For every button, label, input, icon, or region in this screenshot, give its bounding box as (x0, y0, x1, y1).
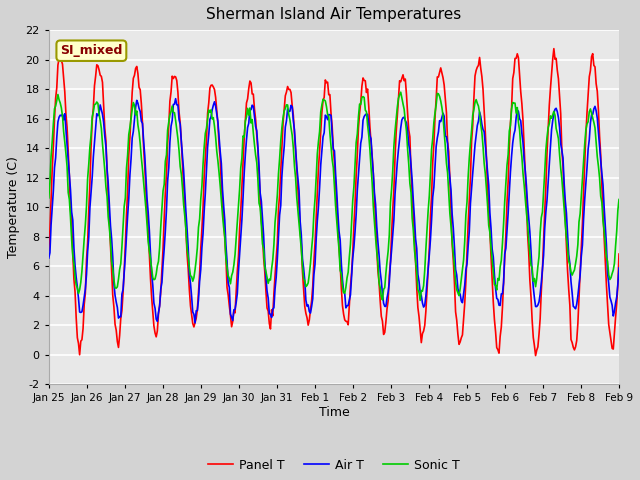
Air T (318, 148, 326, 154)
Air T (387, 261, 394, 266)
Air T (191, 320, 199, 326)
Panel T (532, 353, 540, 359)
Sonic T (353, 131, 361, 137)
Line: Panel T: Panel T (49, 48, 619, 356)
Sonic T (319, 96, 327, 102)
Panel T (45, 248, 52, 253)
Title: Sherman Island Air Temperatures: Sherman Island Air Temperatures (206, 7, 461, 22)
Panel T (385, 298, 392, 303)
Legend: Panel T, Air T, Sonic T: Panel T, Air T, Sonic T (203, 454, 465, 477)
Panel T (319, 97, 327, 103)
X-axis label: Time: Time (319, 406, 349, 419)
Air T (172, 96, 179, 102)
Text: SI_mixed: SI_mixed (60, 44, 122, 57)
Panel T (604, 301, 611, 307)
Panel T (353, 152, 361, 157)
Sonic T (604, 258, 611, 264)
Sonic T (397, 89, 404, 95)
Air T (515, 108, 522, 114)
Panel T (615, 251, 623, 257)
Air T (615, 265, 623, 271)
Sonic T (417, 298, 424, 303)
Line: Sonic T: Sonic T (49, 92, 619, 300)
Air T (356, 155, 364, 160)
Sonic T (385, 248, 392, 254)
Sonic T (615, 197, 623, 203)
Air T (321, 112, 329, 118)
Y-axis label: Temperature (C): Temperature (C) (7, 156, 20, 258)
Panel T (550, 46, 557, 51)
Sonic T (45, 195, 52, 201)
Panel T (316, 148, 323, 154)
Sonic T (515, 120, 522, 125)
Sonic T (316, 129, 323, 134)
Line: Air T: Air T (49, 99, 619, 323)
Air T (45, 255, 52, 261)
Panel T (512, 56, 520, 61)
Air T (604, 270, 611, 276)
